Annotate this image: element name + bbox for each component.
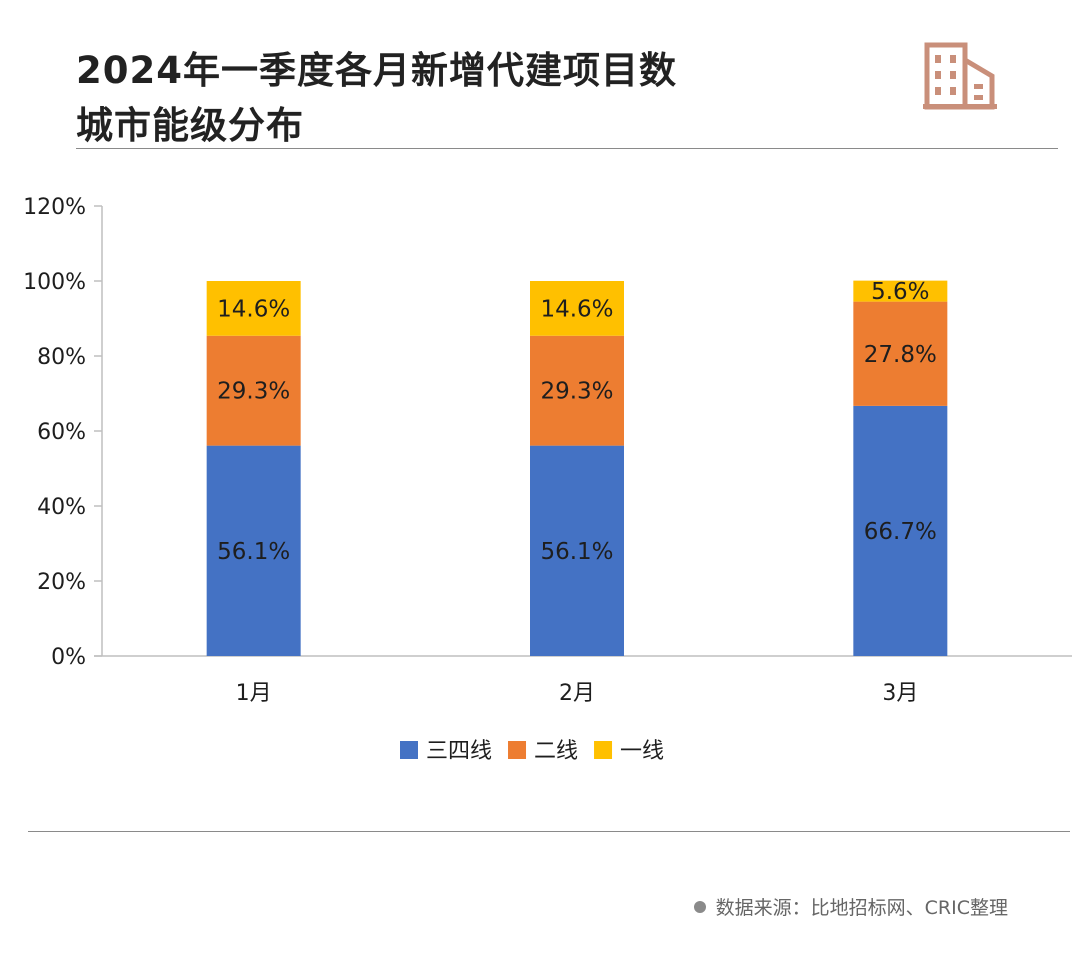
y-tick-label: 20% [37,570,86,595]
y-tick-label: 60% [37,420,86,445]
bar-segment [853,280,948,302]
bar-segment [206,281,301,336]
data-label: 27.8% [864,342,937,368]
data-label: 66.7% [864,519,937,545]
y-tick-label: 0% [51,645,86,670]
data-label: 14.6% [217,296,290,322]
data-label: 56.1% [217,539,290,565]
bar-segment [853,405,948,656]
bar-segment [530,445,624,656]
y-tick-label: 80% [37,345,86,370]
bar-segment [853,301,948,406]
bullet-icon [693,900,706,913]
y-tick-label: 100% [23,270,86,295]
bar-segment [206,335,301,446]
legend-label: 三四线 [426,739,492,764]
data-source-text: 数据来源：比地招标网、CRIC整理 [715,897,1008,919]
legend-label: 一线 [620,739,664,764]
bars: 56.1% 29.3% 14.6% 56.1% 29.3% 14.6% 66.7% 27.8%… [206,279,948,656]
legend: 三四线 二线 一线 [400,739,664,764]
legend-label: 二线 [534,739,578,764]
data-label: 14.6% [540,296,613,322]
bar-segment [530,281,624,336]
legend-swatch [400,741,418,759]
chart-title-line-2: 城市能级分布 [76,104,304,147]
header-divider [76,148,1058,149]
building-icon [923,42,997,110]
bar-segment [530,335,624,446]
x-tick-label: 2月 [559,681,595,706]
legend-swatch [508,741,527,759]
data-source: 数据来源：比地招标网、CRIC整理 [693,893,1008,920]
data-label: 29.3% [217,379,290,405]
y-tick-label: 120% [23,195,86,220]
data-label: 5.6% [871,279,929,305]
x-tick-label: 3月 [882,681,918,706]
legend-swatch [594,741,613,759]
footer-divider [28,831,1070,832]
data-label: 29.3% [540,379,613,405]
y-tick-label: 40% [37,495,86,520]
data-label: 56.1% [540,539,613,565]
x-tick-label: 1月 [236,681,272,706]
bar-segment [206,445,301,656]
chart-title-line-1: 2024年一季度各月新增代建项目数 [76,49,677,92]
x-labels: 1月 2月 3月 [236,681,919,706]
y-ticks: 0% 20% 40% 60% 80% 100% 120% [23,195,102,670]
